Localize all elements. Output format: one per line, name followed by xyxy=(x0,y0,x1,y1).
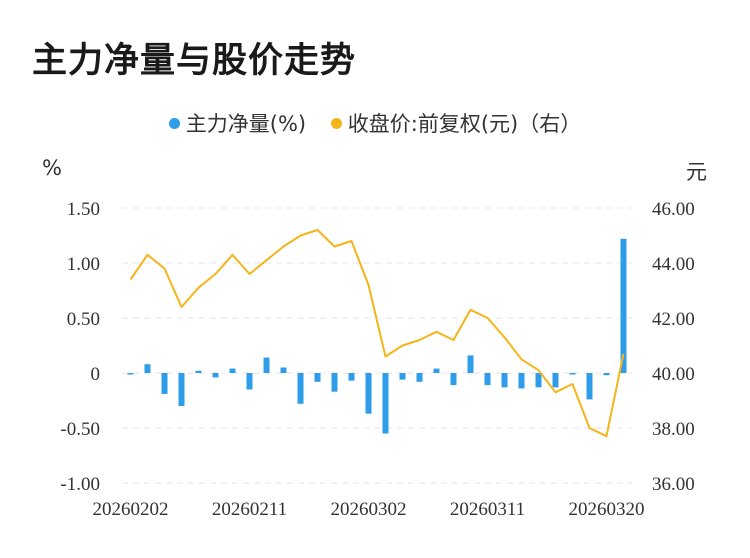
bar-main-net xyxy=(586,373,593,400)
y-right-tick-label: 36.00 xyxy=(652,474,695,495)
y-right-tick-label: 38.00 xyxy=(652,419,695,440)
bar-main-net xyxy=(484,373,491,386)
bar-main-net xyxy=(195,370,202,373)
bar-main-net xyxy=(552,373,559,388)
chart-legend: 主力净量(%) 收盘价:前复权(元)（右） xyxy=(0,108,750,138)
bar-main-net xyxy=(416,373,423,382)
legend-dot-close-price xyxy=(330,117,342,129)
bar-main-net xyxy=(535,373,542,388)
bar-main-net xyxy=(348,373,355,381)
y-left-tick-label: 0.50 xyxy=(67,309,100,330)
bar-main-net xyxy=(229,368,236,373)
bar-main-net xyxy=(603,373,610,376)
x-tick-label: 20260311 xyxy=(450,499,525,520)
bar-main-net xyxy=(382,373,389,434)
y-left-tick-label: 0 xyxy=(91,364,101,385)
bar-main-net xyxy=(501,373,508,388)
y-right-tick-label: 44.00 xyxy=(652,254,695,275)
legend-dot-main-net xyxy=(168,117,180,129)
bar-main-net xyxy=(212,373,219,378)
right-axis-unit: 元 xyxy=(686,160,707,184)
bar-main-net xyxy=(433,368,440,373)
bar-main-net xyxy=(314,373,321,382)
bar-main-net xyxy=(161,373,168,394)
chart-title: 主力净量与股价走势 xyxy=(32,41,357,81)
bar-main-net xyxy=(127,373,134,375)
legend-label-close-price: 收盘价:前复权(元)（右） xyxy=(347,112,582,136)
legend-item-close-price[interactable]: 收盘价:前复权(元)（右） xyxy=(330,108,582,138)
bar-main-net xyxy=(365,373,372,414)
left-axis-unit: % xyxy=(42,156,62,180)
bar-main-net xyxy=(399,373,406,380)
bar-main-net xyxy=(297,373,304,404)
bar-main-net xyxy=(467,355,474,373)
bar-main-net xyxy=(620,238,627,373)
line-close-price xyxy=(129,229,625,438)
y-left-tick-label: 1.00 xyxy=(67,254,100,275)
x-tick-label: 20260302 xyxy=(331,499,407,520)
y-right-tick-label: 40.00 xyxy=(652,364,695,385)
y-left-tick-label: -0.50 xyxy=(60,419,100,440)
y-right-tick-label: 42.00 xyxy=(652,309,695,330)
bar-main-net xyxy=(280,367,287,373)
x-tick-label: 20260202 xyxy=(93,499,169,520)
y-left-tick-label: 1.50 xyxy=(67,199,100,220)
bar-main-net xyxy=(518,373,525,389)
bar-main-net xyxy=(144,364,151,373)
y-left-tick-label: -1.00 xyxy=(60,474,100,495)
legend-item-main-net[interactable]: 主力净量(%) xyxy=(168,108,307,138)
bar-main-net xyxy=(331,373,338,392)
bar-main-net xyxy=(178,373,185,406)
x-tick-label: 20260211 xyxy=(212,499,287,520)
x-tick-label: 20260320 xyxy=(569,499,645,520)
y-right-tick-label: 46.00 xyxy=(652,199,695,220)
bar-main-net xyxy=(246,373,253,390)
legend-label-main-net: 主力净量(%) xyxy=(185,112,307,136)
bar-main-net xyxy=(569,373,576,375)
bar-main-net xyxy=(450,373,457,386)
bar-main-net xyxy=(263,357,270,373)
